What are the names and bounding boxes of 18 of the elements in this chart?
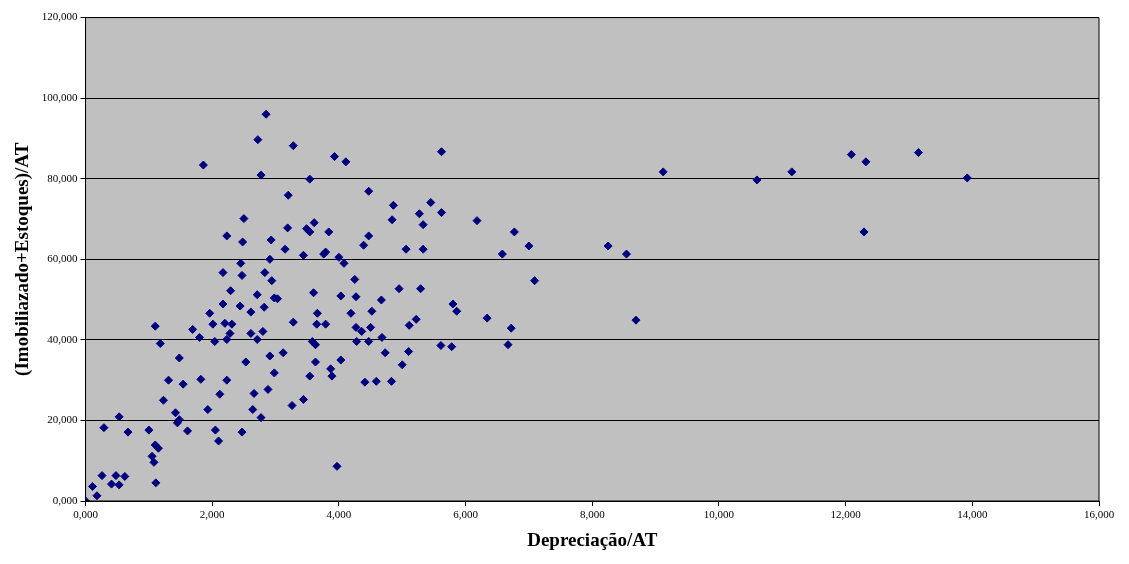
x-tick-label: 14,000 — [957, 508, 988, 521]
x-tick-label: 0,000 — [73, 508, 99, 521]
y-tick-label: 60,000 — [47, 252, 79, 265]
x-tick-label: 6,000 — [453, 508, 479, 521]
x-tick-label: 8,000 — [579, 508, 606, 521]
x-tick-label: 4,000 — [326, 508, 352, 521]
y-tick-label: 80,000 — [47, 171, 79, 184]
y-tick-label: 40,000 — [47, 332, 79, 345]
x-tick-label: 10,000 — [703, 508, 735, 521]
y-tick-label: 20,000 — [47, 413, 79, 426]
y-tick-label: 100,000 — [41, 91, 79, 104]
x-tick-label: 2,000 — [199, 508, 226, 521]
x-tick-label: 16,000 — [1083, 508, 1115, 521]
y-tick-label: 0,000 — [52, 493, 79, 506]
x-axis-title: Depreciação/AT — [527, 528, 658, 550]
x-tick-label: 12,000 — [830, 508, 862, 521]
y-tick-label: 120,000 — [41, 10, 79, 23]
y-axis-title: (Imobiliazado+Estoques)/AT — [11, 142, 34, 376]
